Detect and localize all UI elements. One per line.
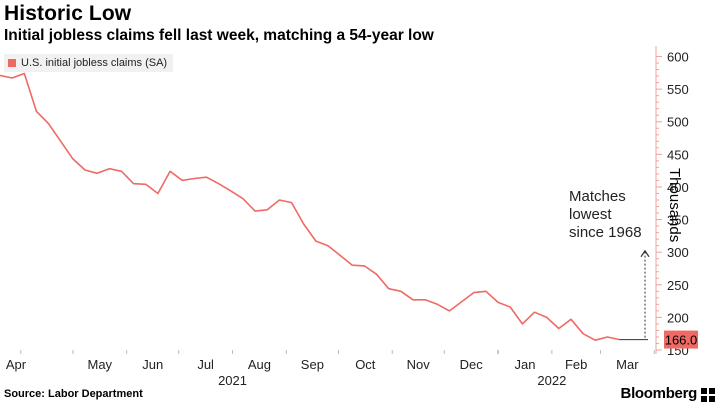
y-tick-label: 500 xyxy=(667,115,689,130)
x-tick-label: Sep xyxy=(301,357,324,372)
annotation-arrow-head xyxy=(640,249,650,258)
x-year-label: 2022 xyxy=(537,373,566,388)
y-tick-label: 550 xyxy=(667,82,689,97)
legend-swatch xyxy=(8,59,16,67)
x-tick-label: Nov xyxy=(407,357,431,372)
x-tick-label: Aug xyxy=(248,357,271,372)
y-tick-label: 200 xyxy=(667,310,689,325)
y-tick-label: 600 xyxy=(667,50,689,65)
y-tick-label: 350 xyxy=(667,213,689,228)
last-value-label: 166.0 xyxy=(665,333,698,348)
y-tick-label: 300 xyxy=(667,245,689,260)
x-tick-label: Mar xyxy=(616,357,639,372)
x-tick-label: Jun xyxy=(142,357,163,372)
annotation-line-1: Matches xyxy=(569,188,626,205)
annotation-line-3: since 1968 xyxy=(569,224,642,241)
x-tick-label: Oct xyxy=(355,357,376,372)
x-tick-label: Jul xyxy=(197,357,214,372)
annotation: Matches lowest since 1968 xyxy=(569,188,642,242)
y-tick-label: 400 xyxy=(667,180,689,195)
plot-area xyxy=(0,50,656,350)
chart-subtitle: Initial jobless claims fell last week, m… xyxy=(4,27,434,44)
x-year-label: 2021 xyxy=(218,373,247,388)
chart-title: Historic Low xyxy=(4,2,132,25)
legend-label: U.S. initial jobless claims (SA) xyxy=(21,57,168,69)
y-axis-title: Thousands xyxy=(666,168,683,243)
source-note: Source: Labor Department xyxy=(4,388,143,400)
series-line xyxy=(0,72,620,342)
legend: U.S. initial jobless claims (SA) xyxy=(4,54,174,72)
x-tick-label: May xyxy=(88,357,113,372)
y-tick-label: 250 xyxy=(667,278,689,293)
x-tick-label: Feb xyxy=(565,357,587,372)
x-tick-label: Dec xyxy=(460,357,484,372)
last-value-badge xyxy=(664,330,698,349)
x-tick-label: Jan xyxy=(514,357,535,372)
bloomberg-icon xyxy=(701,388,715,402)
annotation-line-2: lowest xyxy=(569,206,612,223)
bloomberg-logo: Bloomberg xyxy=(620,385,698,402)
y-tick-label: 450 xyxy=(667,147,689,162)
x-tick-label: Apr xyxy=(6,357,27,372)
